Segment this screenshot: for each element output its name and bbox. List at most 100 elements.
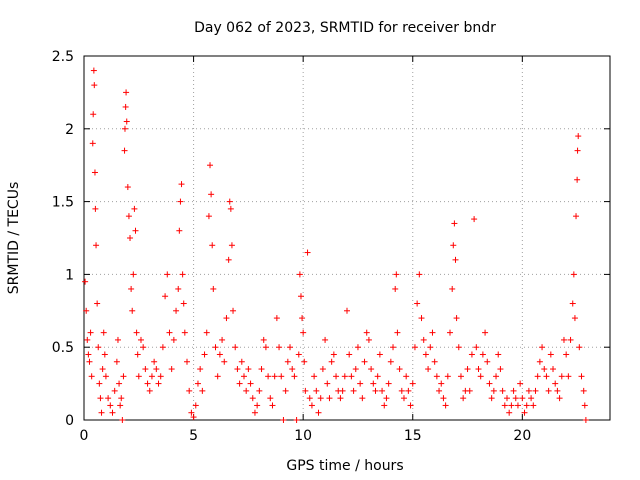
data-point	[580, 387, 587, 394]
data-point	[372, 387, 379, 394]
data-point	[554, 387, 561, 394]
data-point	[123, 118, 130, 125]
data-point	[403, 373, 410, 380]
data-point	[256, 387, 263, 394]
data-point	[525, 387, 532, 394]
data-point	[333, 373, 340, 380]
data-point	[299, 315, 306, 322]
data-point	[168, 366, 175, 373]
data-point	[176, 227, 183, 234]
data-point	[86, 358, 93, 365]
data-point	[90, 111, 97, 118]
data-point	[433, 373, 440, 380]
data-point	[296, 271, 303, 278]
data-point	[567, 336, 574, 343]
data-point	[556, 395, 563, 402]
data-point	[95, 344, 102, 351]
y-tick-label: 0.5	[52, 340, 74, 356]
data-point	[180, 300, 187, 307]
data-point	[576, 344, 583, 351]
data-point	[219, 336, 226, 343]
x-tick-label: 5	[189, 428, 198, 444]
data-point	[121, 125, 128, 132]
data-point	[129, 307, 136, 314]
data-point	[326, 395, 333, 402]
data-point	[379, 387, 386, 394]
data-point	[197, 366, 204, 373]
data-point	[497, 366, 504, 373]
data-point	[534, 373, 541, 380]
data-point	[328, 358, 335, 365]
data-point	[370, 380, 377, 387]
data-point	[438, 380, 445, 387]
data-point	[100, 329, 107, 336]
data-point	[289, 366, 296, 373]
data-point	[297, 293, 304, 300]
data-point	[452, 256, 459, 263]
data-point	[319, 366, 326, 373]
data-point	[344, 307, 350, 314]
data-point	[490, 387, 497, 394]
data-point	[83, 307, 90, 314]
y-tick-label: 1.5	[52, 195, 74, 211]
data-point	[178, 181, 185, 188]
data-point	[457, 373, 464, 380]
data-point	[98, 409, 105, 416]
data-point	[282, 387, 289, 394]
data-point	[134, 351, 141, 358]
data-point	[295, 351, 302, 358]
data-point	[133, 329, 140, 336]
data-point	[175, 285, 182, 292]
data-point	[201, 351, 208, 358]
data-point	[499, 387, 506, 394]
data-point	[517, 380, 524, 387]
data-point	[137, 336, 144, 343]
data-point	[119, 417, 126, 423]
data-point	[571, 315, 578, 322]
data-point	[155, 380, 162, 387]
data-point	[135, 373, 142, 380]
data-point	[393, 271, 400, 278]
grid	[84, 56, 610, 420]
data-point	[451, 220, 458, 227]
data-point	[203, 329, 210, 336]
data-point	[91, 82, 98, 89]
data-point	[170, 336, 177, 343]
data-point	[396, 366, 403, 373]
data-point	[436, 387, 443, 394]
data-point	[337, 395, 344, 402]
data-point	[205, 213, 212, 220]
data-point	[90, 67, 97, 74]
data-point	[96, 380, 103, 387]
data-point	[350, 387, 357, 394]
data-point	[251, 409, 258, 416]
data-point	[450, 242, 457, 249]
data-point	[394, 329, 401, 336]
data-point	[429, 329, 436, 336]
data-points	[82, 67, 589, 423]
data-point	[225, 256, 232, 263]
data-point	[173, 307, 180, 314]
data-point	[581, 402, 588, 409]
data-point	[128, 285, 135, 292]
data-point	[84, 336, 91, 343]
data-point	[184, 358, 191, 365]
data-point	[164, 271, 171, 278]
data-point	[352, 366, 359, 373]
x-tick-label: 0	[80, 428, 89, 444]
data-point	[92, 205, 99, 212]
data-point	[124, 184, 131, 191]
data-point	[453, 315, 460, 322]
data-point	[354, 344, 361, 351]
data-point	[151, 358, 158, 365]
data-point	[508, 402, 515, 409]
data-point	[409, 380, 416, 387]
data-point	[315, 409, 322, 416]
data-point	[341, 373, 348, 380]
data-point	[111, 387, 118, 394]
data-point	[223, 315, 230, 322]
data-point	[107, 402, 114, 409]
data-point	[153, 366, 160, 373]
data-point	[308, 402, 315, 409]
data-point	[447, 329, 454, 336]
